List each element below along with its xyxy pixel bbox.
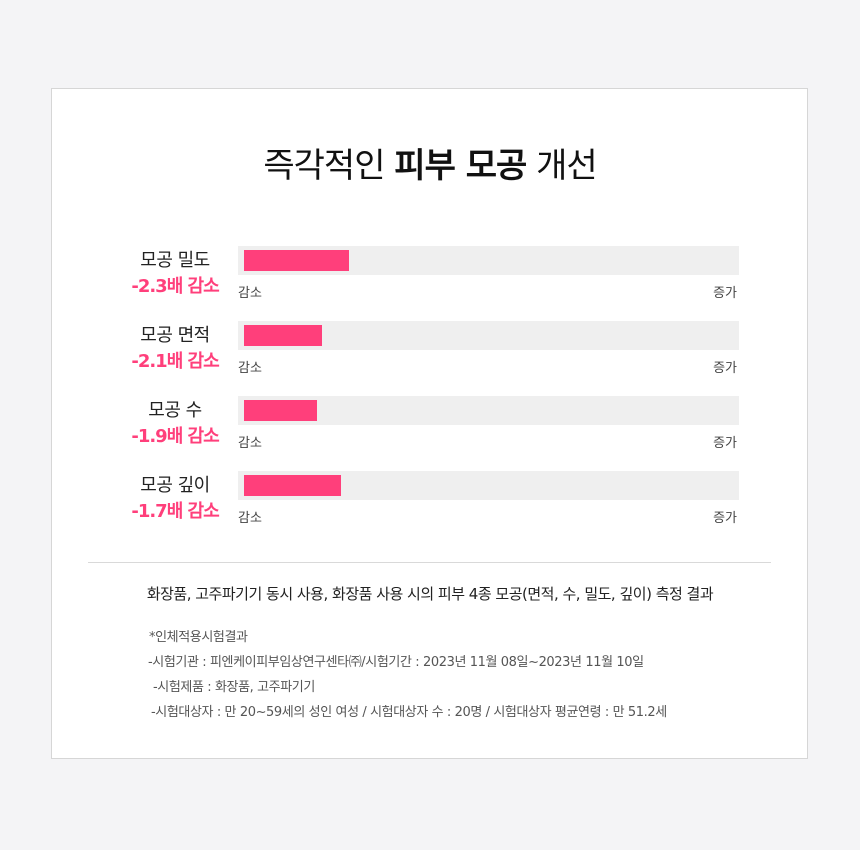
bar-label-increase: 증가 — [713, 286, 737, 301]
note-line: -시험제품 : 화장품, 고주파기기 — [153, 680, 315, 695]
metric-name: 모공 깊이 — [140, 475, 210, 496]
bar-label-increase: 증가 — [713, 511, 737, 526]
note-line: -시험대상자 : 만 20~59세의 성인 여성 / 시험대상자 수 : 20명… — [151, 705, 667, 720]
metric-row-density: 모공 밀도 -2.3배 감소 감소 증가 — [0, 246, 860, 326]
bar-track — [238, 471, 739, 500]
bar-label-decrease: 감소 — [238, 361, 262, 376]
title-prefix: 즉각적인 — [263, 146, 385, 186]
title-highlight: 피부 모공 — [394, 146, 527, 186]
bar-label-decrease: 감소 — [238, 511, 262, 526]
bar-track — [238, 396, 739, 425]
bar-track — [238, 321, 739, 350]
page-title: 즉각적인 피부 모공 개선 — [0, 138, 860, 187]
note-line: *인체적용시험결과 — [149, 630, 248, 645]
metric-value: -2.3배 감소 — [131, 276, 219, 297]
bar-fill — [244, 250, 349, 271]
metric-name: 모공 면적 — [140, 325, 210, 346]
metric-row-depth: 모공 깊이 -1.7배 감소 감소 증가 — [0, 471, 860, 551]
divider — [88, 562, 771, 563]
bar-label-decrease: 감소 — [238, 436, 262, 451]
bar-label-increase: 증가 — [713, 436, 737, 451]
metric-row-count: 모공 수 -1.9배 감소 감소 증가 — [0, 396, 860, 476]
note-line: -시험기관 : 피엔케이피부임상연구센타㈜/시험기간 : 2023년 11월 0… — [148, 655, 644, 670]
metric-value: -1.7배 감소 — [131, 501, 219, 522]
bar-fill — [244, 325, 322, 346]
metric-value: -1.9배 감소 — [131, 426, 219, 447]
bar-label-decrease: 감소 — [238, 286, 262, 301]
title-suffix: 개선 — [536, 146, 598, 186]
metric-name: 모공 밀도 — [140, 250, 210, 271]
metric-row-area: 모공 면적 -2.1배 감소 감소 증가 — [0, 321, 860, 401]
bar-fill — [244, 400, 317, 421]
summary-text: 화장품, 고주파기기 동시 사용, 화장품 사용 시의 피부 4종 모공(면적,… — [146, 585, 714, 603]
metric-value: -2.1배 감소 — [131, 351, 219, 372]
bar-fill — [244, 475, 341, 496]
bar-label-increase: 증가 — [713, 361, 737, 376]
metric-name: 모공 수 — [148, 400, 202, 421]
bar-track — [238, 246, 739, 275]
